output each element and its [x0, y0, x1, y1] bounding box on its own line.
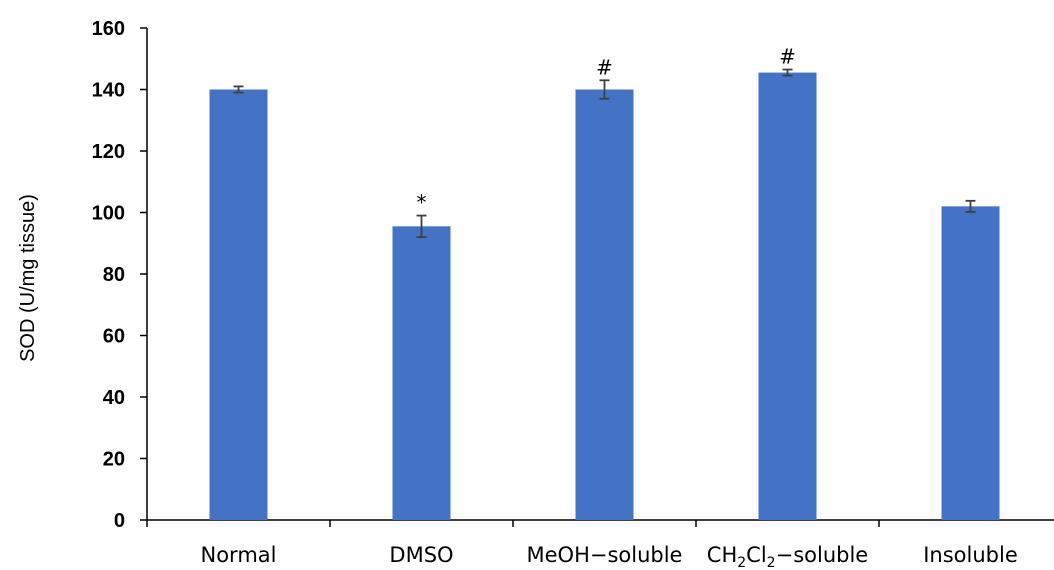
y-tick-label: 160 — [92, 18, 125, 40]
label-part: DMSO — [389, 543, 453, 567]
y-tick-label: 40 — [103, 387, 125, 409]
error-bars — [233, 68, 976, 239]
x-tick-label: Normal — [201, 543, 277, 567]
y-tick-label: 140 — [92, 80, 125, 102]
significance-marker: # — [596, 55, 613, 79]
label-part: Cl — [746, 543, 767, 567]
label-part: −soluble — [776, 543, 869, 567]
y-tick-label: 0 — [114, 510, 125, 532]
subscript: 2 — [737, 555, 746, 570]
x-tick-label: CH2Cl2−soluble — [707, 543, 868, 570]
significance-marker: * — [417, 191, 427, 215]
bar — [209, 89, 268, 520]
label-part: MeOH−soluble — [527, 543, 683, 567]
x-tick-label: MeOH−soluble — [527, 543, 683, 567]
y-tick-label: 60 — [103, 326, 125, 348]
x-axis: Normal DMSO MeOH−soluble CH2Cl2−soluble Inso… — [146, 519, 1054, 570]
significance-markers: * # # — [417, 45, 796, 215]
label-part: Insoluble — [923, 543, 1018, 567]
bar — [758, 72, 817, 521]
bar — [392, 226, 451, 520]
y-tick-label: 80 — [103, 264, 125, 286]
bar — [575, 89, 634, 520]
x-tick-label: DMSO — [389, 543, 453, 567]
y-tick-label: 20 — [103, 449, 125, 471]
y-axis-label: SOD (U/mg tissue) — [17, 194, 39, 362]
y-tick-label: 120 — [92, 141, 125, 163]
x-tick-label: Insoluble — [923, 543, 1018, 567]
subscript: 2 — [767, 555, 776, 570]
y-axis: 0 20 40 60 80 100 120 140 160 — [92, 18, 148, 532]
label-part: Normal — [201, 543, 277, 567]
y-tick-label: 100 — [92, 203, 125, 225]
label-part: CH — [707, 543, 737, 567]
significance-marker: # — [779, 45, 796, 69]
bars — [209, 72, 1000, 521]
bar — [941, 206, 1000, 520]
